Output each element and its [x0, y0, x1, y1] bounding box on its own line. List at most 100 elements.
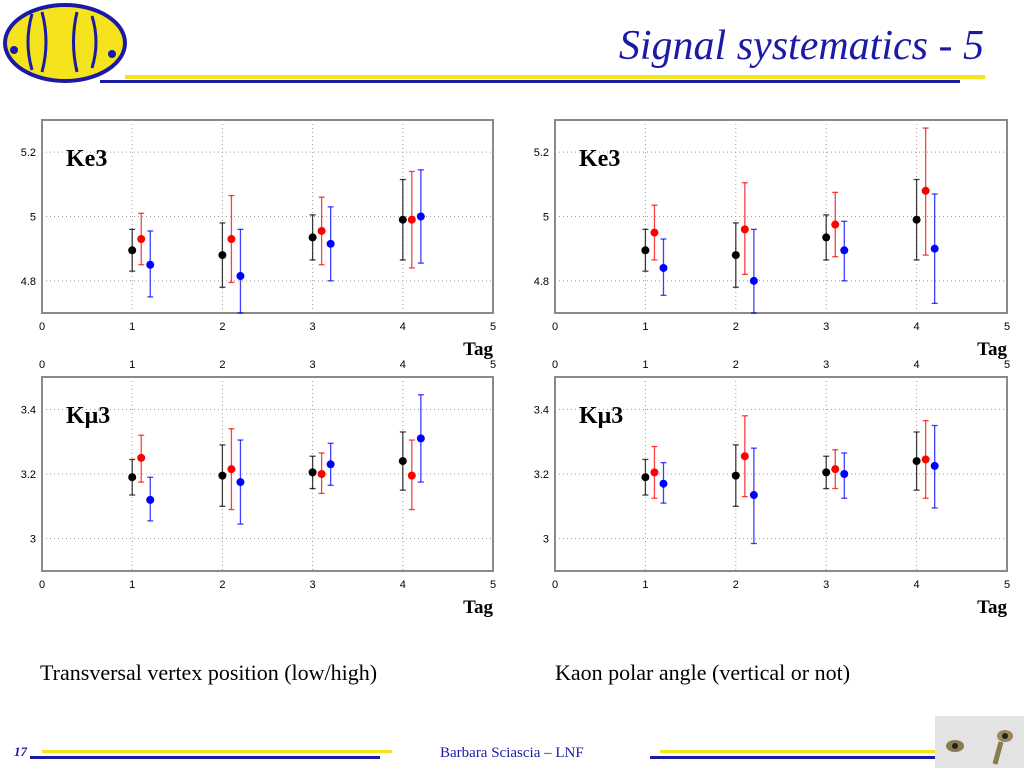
data-point [218, 251, 227, 260]
x-tick-label-top: 1 [129, 359, 135, 371]
x-tick-label-top: 5 [1004, 359, 1010, 371]
x-axis-label: Tag [977, 339, 1007, 360]
data-point [326, 239, 335, 248]
x-tick-label: 2 [733, 321, 739, 333]
x-tick-label: 4 [914, 321, 920, 333]
x-tick-label: 3 [823, 321, 829, 333]
y-tick-label: 4.8 [534, 276, 549, 288]
footer-rule-yellow-right [660, 750, 1010, 753]
data-point [749, 491, 758, 500]
data-point [650, 228, 659, 237]
data-point [740, 225, 749, 234]
slide-title: Signal systematics - 5 [618, 23, 984, 69]
data-point [146, 260, 155, 269]
x-tick-label-top: 2 [219, 359, 225, 371]
y-tick-label: 3.4 [534, 404, 549, 416]
x-tick-label: 1 [642, 579, 648, 591]
x-tick-label: 3 [823, 579, 829, 591]
x-tick-label-top: 1 [642, 359, 648, 371]
kloe-logo [3, 3, 127, 83]
data-point [650, 468, 659, 477]
y-tick-label: 3 [543, 534, 549, 546]
y-tick-label: 5 [543, 212, 549, 224]
x-tick-label-top: 3 [310, 359, 316, 371]
data-point [641, 473, 650, 482]
data-point [912, 457, 921, 466]
title-underline-yellow [125, 75, 985, 79]
page-number: 17 [14, 744, 27, 759]
data-point [398, 215, 407, 224]
x-tick-label: 1 [129, 321, 135, 333]
data-point [137, 235, 146, 244]
data-point [407, 471, 416, 480]
data-point [407, 215, 416, 224]
data-point [227, 465, 236, 474]
footer-rule-yellow-left [42, 750, 392, 753]
data-point [416, 212, 425, 221]
y-tick-label: 3.4 [21, 404, 36, 416]
data-point [326, 460, 335, 469]
x-axis-label: Tag [977, 597, 1007, 618]
caption-right: Kaon polar angle (vertical or not) [555, 660, 851, 685]
data-point [308, 233, 317, 242]
data-point [930, 244, 939, 253]
x-tick-label: 0 [39, 321, 45, 333]
data-point [731, 251, 740, 260]
x-tick-label-top: 0 [552, 359, 558, 371]
x-tick-label: 4 [400, 321, 406, 333]
x-tick-label: 1 [642, 321, 648, 333]
panel-title: Ke3 [66, 146, 107, 172]
data-point [831, 465, 840, 474]
x-tick-label-top: 5 [490, 359, 496, 371]
x-tick-label-top: 2 [733, 359, 739, 371]
data-point [921, 455, 930, 464]
mascot-image [935, 716, 1024, 768]
x-tick-label: 2 [219, 321, 225, 333]
x-tick-label-top: 3 [823, 359, 829, 371]
x-tick-label-top: 0 [39, 359, 45, 371]
data-point [146, 495, 155, 504]
plot-frame [41, 119, 494, 314]
data-point [930, 461, 939, 470]
data-point [236, 478, 245, 487]
panel-title: Kμ3 [579, 403, 623, 429]
x-tick-label: 5 [490, 321, 496, 333]
x-axis-label: Tag [463, 339, 493, 360]
data-point [227, 235, 236, 244]
x-tick-label: 4 [400, 579, 406, 591]
y-tick-label: 3 [30, 534, 36, 546]
data-point [659, 263, 668, 272]
y-tick-label: 5.2 [21, 147, 36, 159]
caption-left: Transversal vertex position (low/high) [40, 660, 378, 685]
x-tick-label: 0 [39, 579, 45, 591]
data-point [921, 186, 930, 195]
y-tick-label: 3.2 [21, 469, 36, 481]
panel-title: Ke3 [579, 146, 620, 172]
y-tick-label: 4.8 [21, 276, 36, 288]
data-point [840, 246, 849, 255]
data-point [659, 479, 668, 488]
data-point [822, 233, 831, 242]
data-point [128, 473, 137, 482]
x-tick-label: 0 [552, 579, 558, 591]
footer-rule-blue-left [30, 756, 380, 759]
data-point [317, 226, 326, 235]
y-tick-label: 3.2 [534, 469, 549, 481]
data-point [749, 276, 758, 285]
data-point [416, 434, 425, 443]
x-tick-label: 5 [490, 579, 496, 591]
footer-rule-blue-right [650, 756, 1000, 759]
x-tick-label: 3 [310, 321, 316, 333]
x-tick-label-top: 4 [400, 359, 406, 371]
data-point [822, 468, 831, 477]
data-point [740, 452, 749, 461]
footer-author: Barbara Sciascia – LNF [440, 745, 584, 761]
panel-title: Kμ3 [66, 403, 110, 429]
x-tick-label-top: 4 [914, 359, 920, 371]
y-tick-label: 5.2 [534, 147, 549, 159]
data-point [317, 470, 326, 478]
x-tick-label: 4 [914, 579, 920, 591]
data-point [308, 468, 317, 477]
x-tick-label: 2 [219, 579, 225, 591]
